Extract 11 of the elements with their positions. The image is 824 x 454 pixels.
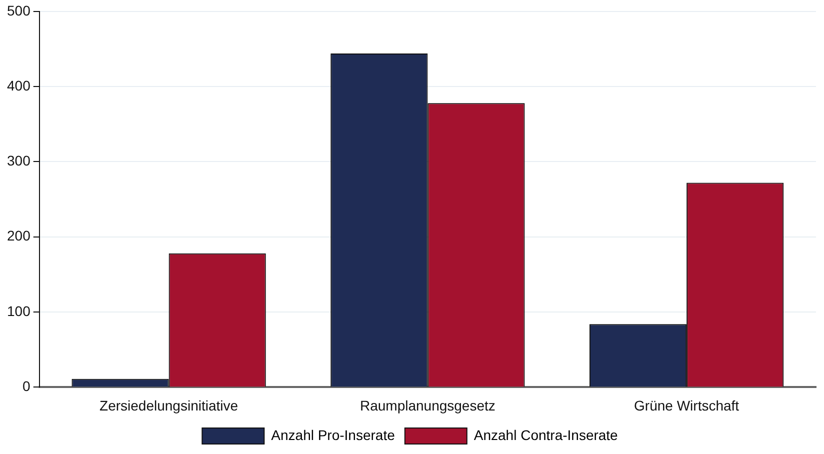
x-tick-label: Grüne Wirtschaft	[634, 397, 740, 414]
y-tick-label: 100	[7, 302, 31, 319]
legend-label: Anzahl Pro-Inserate	[271, 426, 396, 443]
x-tick-label: Raumplanungsgesetz	[360, 397, 496, 414]
legend-label: Anzahl Contra-Inserate	[474, 426, 618, 443]
y-tick-label: 0	[22, 378, 31, 394]
y-tick-label: 300	[7, 152, 31, 169]
x-tick-label: Zersiedelungsinitiative	[100, 397, 238, 414]
y-tick-label: 200	[7, 228, 31, 244]
y-tick-label: 400	[7, 77, 31, 94]
y-tick-label: 500	[7, 2, 31, 18]
